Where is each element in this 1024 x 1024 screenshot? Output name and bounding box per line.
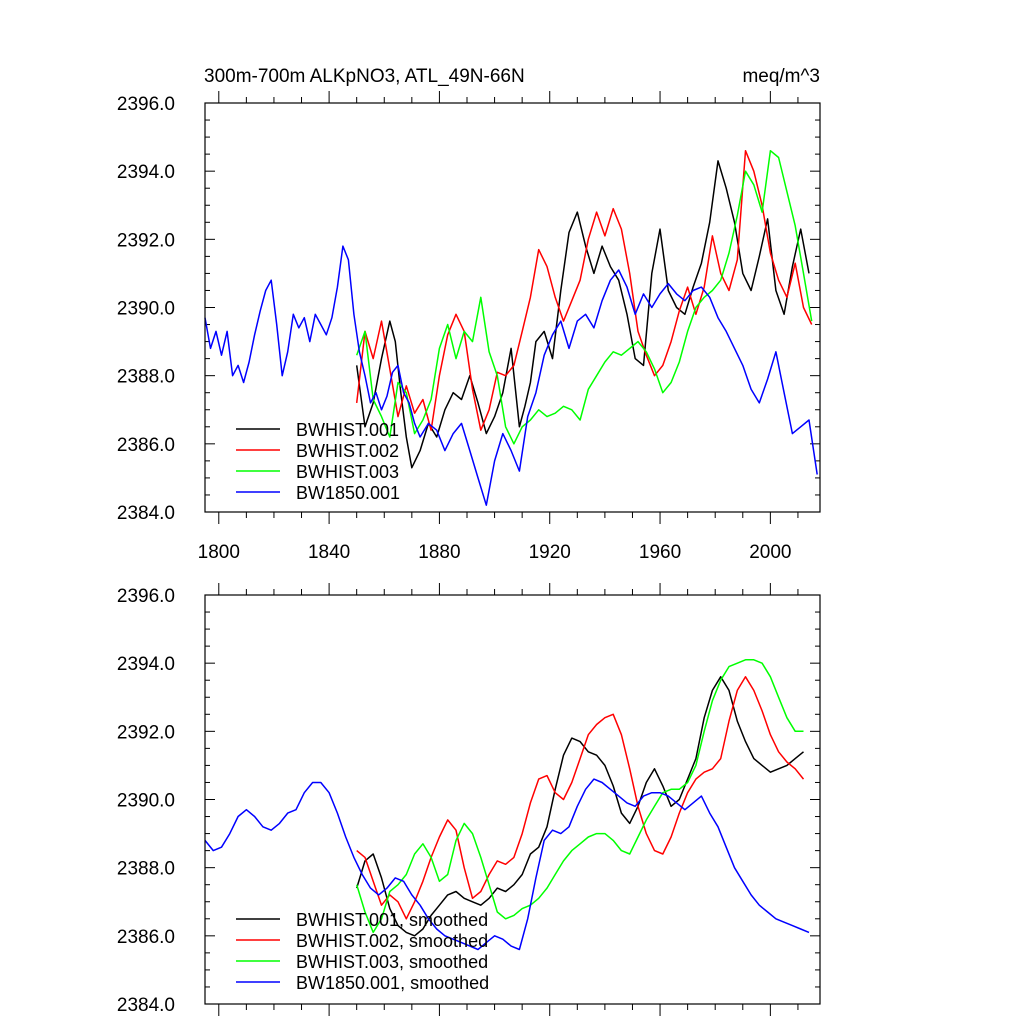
legend-label: BWHIST.003, smoothed (296, 952, 488, 972)
y-tick-label: 2392.0 (117, 230, 175, 251)
y-tick-label: 2396.0 (117, 586, 175, 607)
legend-label: BWHIST.001 (296, 420, 399, 440)
x-tick-label: 1920 (529, 542, 571, 563)
y-tick-label: 2394.0 (117, 162, 175, 183)
legend-label: BWHIST.002, smoothed (296, 931, 488, 951)
y-tick-label: 2386.0 (117, 927, 175, 948)
legend-label: BWHIST.001, smoothed (296, 910, 488, 930)
y-tick-label: 2392.0 (117, 722, 175, 743)
top-panel: 300m-700m ALKpNO3, ATL_49N-66N meq/m^3 2… (117, 66, 821, 563)
top-plot-frame (204, 102, 821, 513)
legend-label: BW1850.001, smoothed (296, 973, 489, 993)
y-tick-label: 2396.0 (117, 94, 175, 115)
y-tick-label: 2394.0 (117, 654, 175, 675)
series-line (355, 149, 813, 431)
x-tick-label: 1960 (639, 542, 681, 563)
series-line (355, 160, 810, 469)
series-line (355, 659, 804, 934)
series-line (204, 245, 818, 506)
y-tick-label: 2388.0 (117, 367, 175, 388)
series-line (356, 676, 805, 920)
y-tick-label: 2384.0 (117, 503, 175, 524)
series-line (355, 676, 804, 937)
chart-title: 300m-700m ALKpNO3, ATL_49N-66N (204, 66, 525, 87)
x-tick-label: 1840 (308, 542, 350, 563)
y-tick-label: 2384.0 (117, 995, 175, 1016)
legend-label: BWHIST.003 (296, 462, 399, 482)
x-tick-label: 1800 (198, 542, 240, 563)
bottom-panel: 2396.0 2394.0 2392.0 2390.0 2388.0 2386.0 2384… (117, 583, 821, 1016)
chart-units: meq/m^3 (742, 66, 820, 87)
series-line (204, 778, 810, 951)
y-tick-label: 2390.0 (117, 791, 175, 812)
y-tick-label: 2386.0 (117, 435, 175, 456)
legend-label: BWHIST.002 (296, 441, 399, 461)
y-tick-label: 2390.0 (117, 299, 175, 320)
bottom-plot-frame (204, 594, 821, 1005)
x-tick-label: 2000 (749, 542, 791, 563)
x-tick-label: 1880 (418, 542, 460, 563)
legend-label: BW1850.001 (296, 483, 400, 503)
y-tick-label: 2388.0 (117, 859, 175, 880)
series-line (355, 149, 813, 445)
